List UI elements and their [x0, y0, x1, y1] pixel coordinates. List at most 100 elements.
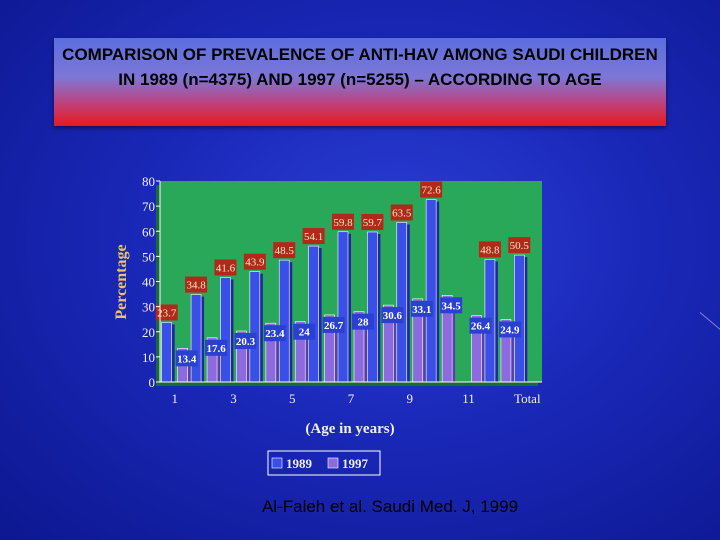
bar-1989-4: [249, 271, 261, 383]
y-tick-label-20: 20: [142, 325, 155, 340]
x-tick-label-1: 1: [171, 391, 178, 406]
y-tick-label-70: 70: [142, 199, 155, 214]
data-label-box: [185, 276, 208, 293]
data-label-box: [273, 242, 296, 259]
bar-1989-10: [425, 199, 437, 383]
data-label-box: [322, 316, 345, 333]
bar-side: [436, 201, 440, 382]
data-label-1997-5: 24: [299, 327, 311, 339]
y-tick-label-50: 50: [142, 249, 155, 264]
data-label-box: [478, 241, 501, 258]
data-label-1989-10: 72.6: [422, 185, 442, 197]
slide-title: COMPARISON OF PREVALENCE OF ANTI-HAV AMO…: [62, 45, 658, 89]
x-tick-label-Total: Total: [514, 391, 541, 406]
bar-side: [377, 234, 381, 382]
data-label-1989-9: 63.5: [392, 207, 412, 219]
data-label-1989-1: 23.7: [157, 307, 177, 319]
data-label-1989-2: 34.8: [186, 280, 206, 292]
data-label-1989-8: 59.7: [363, 217, 383, 229]
bar-1989-9: [396, 222, 408, 383]
data-label-1989-12: 48.8: [480, 244, 500, 256]
x-tick-label-3: 3: [230, 391, 237, 406]
data-label-box: [205, 339, 228, 356]
bar-side: [494, 261, 498, 382]
data-label-1997-1: 13.4: [177, 353, 197, 365]
data-label-1997-7: 28: [358, 317, 370, 329]
data-label-box: [234, 332, 257, 349]
bar-1989-6: [308, 245, 319, 383]
data-label-1989-5: 48.5: [275, 245, 295, 257]
data-label-1989-6: 54.1: [304, 231, 323, 243]
bar-1989-1: [161, 322, 172, 383]
data-label-1997-11: 26.4: [471, 321, 491, 333]
bar-side: [230, 279, 234, 382]
data-label-box: [420, 181, 443, 198]
data-label-box: [498, 321, 521, 338]
data-label-box: [508, 237, 531, 254]
data-label-1997-10: 34.5: [442, 300, 462, 312]
data-label-box: [155, 304, 178, 321]
x-tick-label-7: 7: [348, 391, 355, 406]
x-axis-title: (Age in years): [305, 421, 394, 437]
data-label-box: [352, 313, 374, 330]
data-label-box: [361, 214, 384, 231]
source-citation: Al-Faleh et al. Saudi Med. J, 1999: [261, 497, 519, 516]
data-label-box: [332, 213, 354, 230]
y-axis-title: Percentage: [113, 244, 130, 319]
bar-side: [334, 316, 338, 382]
legend-swatch-1989: [271, 457, 283, 469]
data-label-1997-12: 24.9: [500, 324, 520, 336]
bar-side: [217, 339, 221, 382]
data-label-box: [263, 325, 286, 342]
title-banner: COMPARISON OF PREVALENCE OF ANTI-HAV AMO…: [54, 38, 666, 126]
legend: 1989 1997: [267, 450, 381, 476]
data-label-1997-3: 20.3: [236, 336, 256, 348]
bar-1989-7: [337, 231, 349, 383]
x-tick-label-11: 11: [462, 391, 475, 406]
data-label-1997-8: 30.6: [383, 310, 403, 322]
bar-side: [246, 332, 250, 382]
legend-swatch-1997: [327, 457, 339, 469]
bar-side: [452, 297, 456, 382]
x-tick-label-5: 5: [289, 391, 296, 406]
data-label-box: [243, 253, 266, 270]
data-label-1997-9: 33.1: [412, 304, 431, 316]
data-label-box: [293, 323, 316, 340]
data-label-1997-2: 17.6: [206, 343, 226, 355]
legend-label-1997: 1997: [342, 456, 369, 471]
y-tick-label-40: 40: [142, 275, 155, 290]
data-label-1997-4: 23.4: [265, 328, 285, 340]
data-label-box: [440, 297, 463, 314]
y-tick-label-10: 10: [142, 350, 155, 365]
data-label-1989-7: 59.8: [333, 217, 353, 229]
bar-side: [393, 307, 397, 382]
bar-side: [348, 233, 351, 382]
legend-label-1989: 1989: [286, 456, 313, 471]
bar-side: [259, 273, 263, 382]
bar-side: [510, 321, 514, 382]
y-tick-label-0: 0: [149, 375, 156, 390]
data-label-1997-6: 26.7: [324, 320, 344, 332]
y-tick-label-30: 30: [142, 300, 155, 315]
bar-side: [318, 248, 322, 382]
data-label-box: [175, 350, 198, 367]
data-label-box: [381, 307, 404, 324]
bar-side: [275, 325, 279, 382]
data-label-box: [469, 317, 492, 334]
bar-side: [289, 262, 293, 382]
data-label-box: [410, 300, 433, 317]
data-label-1989-4: 43.9: [245, 257, 265, 269]
bar-side: [201, 296, 205, 382]
bar-1989-3: [220, 277, 231, 383]
data-label-1989-Total: 50.5: [510, 240, 530, 252]
legend-box: [267, 450, 381, 476]
bar-1989-Total: [514, 254, 525, 383]
data-label-box: [302, 228, 325, 245]
bar-side: [305, 323, 309, 382]
x-tick-label-9: 9: [407, 391, 414, 406]
bar-side: [364, 313, 367, 382]
bar-1989-5: [278, 259, 290, 383]
bar-1989-2: [190, 294, 202, 383]
bar-side: [524, 257, 528, 382]
